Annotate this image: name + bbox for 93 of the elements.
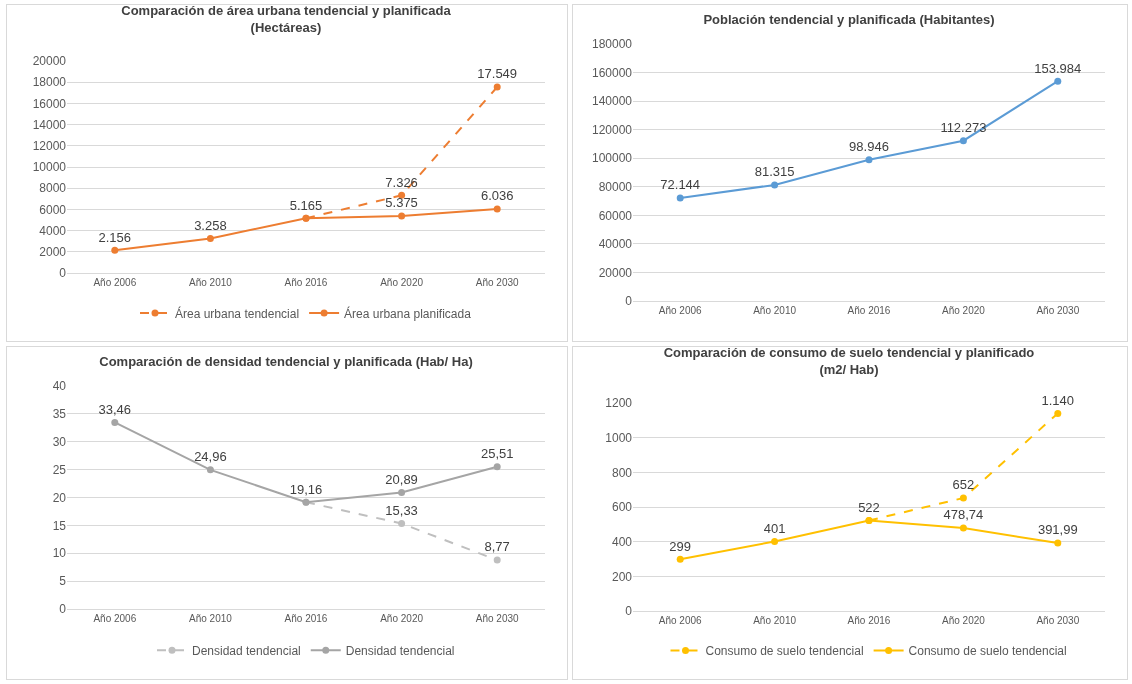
x-tick-label: Año 2020 [380, 613, 424, 624]
y-tick-label: 80000 [598, 179, 633, 194]
data-label: 19,16 [289, 481, 323, 497]
data-label: 6.036 [480, 188, 514, 204]
data-label: 153.984 [1034, 60, 1082, 76]
data-label: 72.144 [660, 177, 701, 193]
y-tick-label: 0 [625, 294, 633, 309]
data-label: 478,74 [943, 507, 984, 523]
x-tick-label: Año 2010 [188, 613, 233, 624]
x-tick-label: Año 2006 [93, 613, 137, 624]
y-tick-label: 400 [611, 534, 633, 549]
y-tick-label: 40000 [598, 237, 633, 252]
y-tick-label: 120000 [591, 122, 633, 137]
data-label: 7.326 [385, 174, 418, 190]
y-tick-label: 20 [52, 490, 67, 505]
chart-title: Población tendencial y planificada (Habitantes) [703, 12, 995, 28]
chart-title: Comparación de densidad tendencial y planificada (Hab/ Ha) [99, 354, 473, 369]
y-tick-label: 6000 [39, 202, 67, 217]
x-tick-label: Año 2010 [188, 277, 233, 288]
data-label: 3.258 [194, 217, 227, 233]
data-label: 391,99 [1037, 522, 1078, 538]
y-tick-label: 2000 [39, 245, 67, 259]
data-label: 33,46 [98, 401, 132, 417]
legend-label: Área urbana planificada [344, 305, 472, 321]
y-tick-label: 0 [59, 266, 67, 281]
y-tick-label: 25 [52, 462, 67, 477]
x-tick-label: Año 2030 [475, 277, 520, 288]
y-tick-label: 40 [52, 379, 67, 394]
x-tick-label: Año 2020 [941, 305, 986, 316]
legend-label: Área urbana tendencial [175, 305, 300, 321]
data-label: 522 [858, 499, 880, 515]
x-tick-label: Año 2020 [941, 615, 986, 626]
y-tick-label: 30 [52, 434, 67, 449]
chart-title: Comparación de área urbana tendencial y planificada (Hectáreas) [121, 3, 452, 35]
data-label: 112.273 [940, 120, 987, 136]
y-tick-label: 180000 [591, 37, 633, 52]
y-tick-label: 100000 [591, 151, 633, 166]
data-label: 2.156 [98, 229, 132, 245]
x-tick-label: Año 2030 [1036, 305, 1080, 316]
y-tick-label: 0 [625, 604, 633, 619]
legend-label: Consumo de suelo tendencial [908, 644, 1067, 659]
y-tick-label: 20000 [598, 265, 633, 280]
legend-label: Densidad tendencial [192, 643, 301, 658]
y-tick-label: 15 [52, 518, 67, 533]
data-label: 15,33 [385, 502, 418, 518]
x-tick-label: Año 2010 [753, 305, 797, 316]
y-tick-label: 60000 [598, 208, 633, 223]
legend-label: Consumo de suelo tendencial [705, 644, 864, 659]
y-tick-label: 0 [59, 602, 67, 617]
x-tick-label: Año 2006 [658, 305, 703, 316]
data-label: 20,89 [385, 471, 418, 487]
data-label: 1.140 [1041, 392, 1075, 408]
x-tick-label: Año 2006 [658, 615, 703, 626]
y-tick-label: 20000 [32, 54, 67, 69]
y-tick-label: 200 [611, 569, 633, 584]
data-label: 98.946 [849, 139, 889, 155]
x-tick-label: Año 2010 [753, 615, 797, 626]
y-tick-label: 800 [611, 465, 633, 480]
x-tick-label: Año 2020 [380, 277, 424, 288]
x-tick-label: Año 2016 [847, 305, 891, 316]
y-tick-label: 10 [52, 546, 67, 561]
data-label: 8,77 [484, 539, 510, 555]
legend-label: Densidad tendencial [345, 643, 455, 658]
x-tick-label: Año 2016 [284, 277, 328, 288]
data-label: 17.549 [477, 66, 518, 82]
y-tick-label: 600 [611, 500, 633, 515]
x-tick-label: Año 2030 [1036, 615, 1080, 626]
x-tick-label: Año 2006 [93, 277, 137, 288]
data-label: 5.165 [289, 197, 323, 213]
x-tick-label: Año 2016 [847, 615, 891, 626]
y-tick-label: 10000 [32, 160, 67, 175]
y-tick-label: 5 [59, 574, 67, 589]
x-tick-label: Año 2016 [284, 613, 328, 624]
data-label: 81.315 [754, 164, 795, 180]
y-tick-label: 14000 [32, 117, 67, 132]
y-tick-label: 4000 [39, 223, 67, 238]
data-label: 24,96 [194, 449, 227, 465]
y-tick-label: 35 [52, 407, 67, 422]
y-tick-label: 16000 [32, 96, 67, 111]
y-tick-label: 1200 [605, 396, 633, 411]
data-label: 25,51 [480, 446, 514, 462]
data-label: 5.375 [385, 195, 418, 211]
y-tick-label: 18000 [32, 75, 67, 90]
y-tick-label: 160000 [591, 65, 633, 80]
x-tick-label: Año 2030 [475, 613, 520, 624]
y-tick-label: 12000 [32, 139, 67, 153]
y-tick-label: 1000 [605, 430, 633, 445]
chart-title: Comparación de consumo de suelo tendencial y planificado (m2/ Hab) [663, 344, 1035, 377]
data-label: 652 [952, 477, 975, 493]
y-tick-label: 140000 [591, 94, 633, 109]
data-label: 299 [669, 538, 692, 554]
data-label: 401 [763, 520, 786, 536]
y-tick-label: 8000 [39, 181, 67, 196]
